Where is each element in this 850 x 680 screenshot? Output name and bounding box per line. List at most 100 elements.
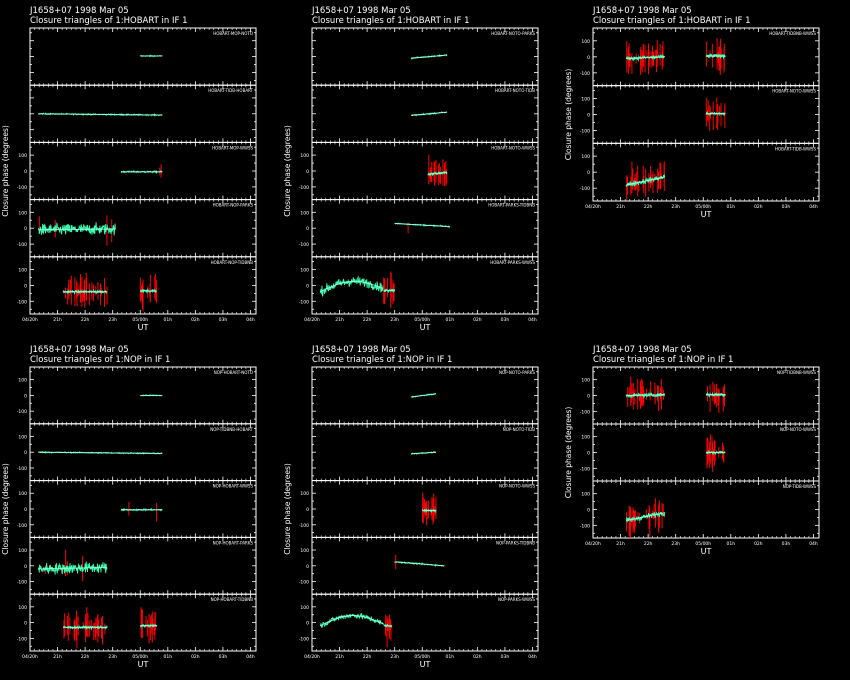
x-axis-label: UT bbox=[138, 660, 149, 669]
model-line bbox=[411, 54, 448, 59]
model-line bbox=[427, 172, 448, 175]
y-tick-label: 100 bbox=[300, 605, 309, 611]
data-series bbox=[319, 275, 385, 297]
y-tick-label: 0 bbox=[587, 394, 590, 400]
panel-2: HOBART-NOTO-TIDB bbox=[311, 84, 539, 143]
y-tick-label: 0 bbox=[24, 393, 27, 399]
x-tick-label: 04h bbox=[809, 204, 818, 210]
data-series bbox=[38, 222, 116, 236]
data-segment bbox=[705, 381, 726, 413]
x-tick-label: 21h bbox=[616, 204, 625, 210]
panel-frame bbox=[311, 423, 539, 482]
y-tick-label: 0 bbox=[24, 226, 27, 232]
data-segment bbox=[411, 111, 448, 117]
panel-2: NOP-NOTO-TIDB bbox=[311, 423, 539, 482]
data-segment bbox=[705, 37, 726, 76]
panel-frame bbox=[311, 141, 539, 201]
y-axis-label: Closure phase (degrees) bbox=[283, 463, 292, 555]
data-segment bbox=[139, 607, 158, 644]
data-segment bbox=[37, 549, 108, 582]
plot-title: J1658+07 1998 Mar 05 bbox=[29, 6, 129, 16]
y-axis-label: Closure phase (degrees) bbox=[564, 407, 573, 499]
x-tick-label: 01h bbox=[727, 541, 736, 547]
x-tick-label: 02h bbox=[473, 654, 482, 660]
x-tick-label: 05/00h bbox=[414, 317, 430, 323]
data-segment bbox=[705, 97, 726, 132]
baseline-label: HOBART-NOTO-WWSS bbox=[491, 145, 535, 150]
model-line bbox=[411, 393, 437, 398]
x-axis-label: UT bbox=[420, 323, 431, 332]
x-tick-label: 05/00h bbox=[414, 654, 430, 660]
y-tick-label: 100 bbox=[581, 492, 590, 498]
y-tick-label: 100 bbox=[18, 605, 27, 611]
model-line bbox=[38, 451, 163, 454]
x-tick-label: 03h bbox=[219, 654, 228, 660]
panel-5: 100 0 -100 HOBART-PARKS-WWSS bbox=[299, 256, 539, 315]
y-tick-label: 100 bbox=[18, 210, 27, 216]
y-tick-label: 0 bbox=[24, 564, 27, 570]
x-tick-label: 21h bbox=[53, 654, 62, 660]
plot-title: J1658+07 1998 Mar 05 bbox=[592, 345, 692, 355]
x-tick-label: 03h bbox=[782, 204, 791, 210]
x-tick-label: 03h bbox=[219, 317, 228, 323]
panel-frame bbox=[311, 536, 539, 595]
y-tick-label: 0 bbox=[306, 507, 309, 513]
x-tick-label: 03h bbox=[501, 654, 510, 660]
data-segment bbox=[394, 554, 445, 570]
y-tick-label: -100 bbox=[17, 636, 27, 642]
x-tick-label: 05/00h bbox=[132, 654, 148, 660]
y-tick-label: 100 bbox=[581, 96, 590, 102]
x-tick-label: 23h bbox=[390, 654, 399, 660]
y-tick-label: 0 bbox=[587, 451, 590, 457]
y-tick-label: 100 bbox=[300, 548, 309, 554]
x-tick-label: 04h bbox=[528, 654, 537, 660]
x-tick-label: 21h bbox=[335, 654, 344, 660]
y-tick-label: -100 bbox=[299, 523, 309, 529]
baseline-label: NOP-NOTO-WWSS bbox=[499, 484, 535, 489]
data-segment bbox=[383, 614, 393, 648]
baseline-label: HOBART-TIDB-HOBART bbox=[208, 88, 253, 93]
y-tick-label: 100 bbox=[581, 154, 590, 160]
model-line bbox=[320, 281, 384, 293]
y-tick-label: 100 bbox=[18, 268, 27, 274]
panel-1: HOBART-MOP-NOTO bbox=[29, 27, 257, 86]
x-tick-label: 22h bbox=[363, 654, 372, 660]
model-line bbox=[626, 512, 665, 521]
y-tick-label: 100 bbox=[18, 434, 27, 440]
panel-1: HOBART-NOTO-PARKS bbox=[311, 27, 539, 86]
y-tick-label: 0 bbox=[306, 169, 309, 175]
model-line bbox=[394, 561, 445, 567]
x-tick-label: 01h bbox=[164, 654, 173, 660]
x-tick-label: 22h bbox=[81, 317, 90, 323]
x-tick-label: 01h bbox=[164, 317, 173, 323]
y-tick-label: 0 bbox=[587, 55, 590, 61]
x-tick-label: 23h bbox=[108, 654, 117, 660]
data-segment bbox=[625, 376, 666, 411]
x-tick-label: 04/20h bbox=[304, 317, 320, 323]
data-segment bbox=[705, 434, 726, 472]
data-segment bbox=[421, 492, 437, 526]
x-tick-label: 21h bbox=[616, 541, 625, 547]
baseline-label: HOBART-NOTO-WWSS bbox=[772, 89, 816, 94]
plot-title: J1658+07 1998 Mar 05 bbox=[311, 6, 411, 16]
x-tick-label: 21h bbox=[335, 317, 344, 323]
baseline-label: HOBART-PARKS-TIDBNB bbox=[488, 203, 535, 208]
y-tick-label: 0 bbox=[587, 508, 590, 514]
data-segment bbox=[625, 40, 666, 75]
model-line bbox=[38, 228, 116, 231]
x-tick-label: 23h bbox=[390, 317, 399, 323]
baseline-label: NOP-NOTO-WWSS bbox=[780, 427, 816, 432]
panel-3: 100 0 -100 NOP-HOBART-WWSS bbox=[17, 480, 257, 538]
panel-3: 100 0 -100 HOBART-TIDB-WWSS bbox=[580, 142, 820, 202]
x-tick-label: 02h bbox=[473, 317, 482, 323]
data-segment bbox=[140, 394, 163, 397]
plot-subtitle: Closure triangles of 1:NOP in IF 1 bbox=[30, 355, 170, 365]
y-axis-label: Closure phase (degrees) bbox=[564, 69, 573, 161]
data-series bbox=[319, 613, 384, 629]
data-segment bbox=[38, 112, 163, 117]
y-tick-label: 0 bbox=[306, 226, 309, 232]
panel-frame bbox=[311, 593, 539, 652]
baseline-label: HOBART-MOP-WWSS bbox=[212, 145, 253, 150]
baseline-label: HOBART-TIDBNB-WWSS bbox=[769, 31, 816, 36]
